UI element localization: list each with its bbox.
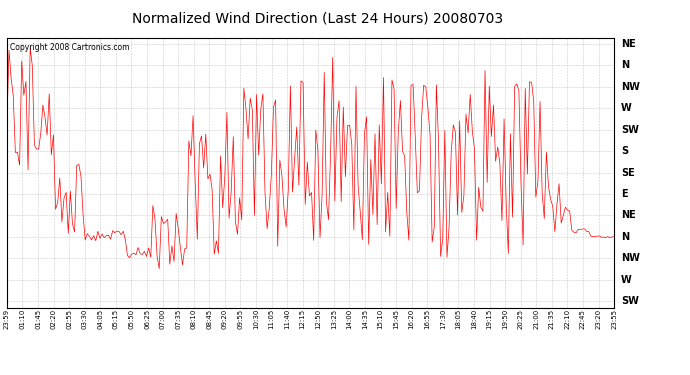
Text: SE: SE: [621, 168, 635, 177]
Text: SW: SW: [621, 124, 639, 135]
Text: E: E: [621, 189, 628, 199]
Text: SW: SW: [621, 296, 639, 306]
Text: NE: NE: [621, 39, 635, 49]
Text: N: N: [621, 60, 629, 70]
Text: NW: NW: [621, 253, 640, 263]
Text: NE: NE: [621, 210, 635, 220]
Text: N: N: [621, 232, 629, 242]
Text: NW: NW: [621, 82, 640, 92]
Text: Normalized Wind Direction (Last 24 Hours) 20080703: Normalized Wind Direction (Last 24 Hours…: [132, 11, 503, 25]
Text: W: W: [621, 274, 632, 285]
Text: S: S: [621, 146, 628, 156]
Text: Copyright 2008 Cartronics.com: Copyright 2008 Cartronics.com: [10, 43, 130, 52]
Text: W: W: [621, 103, 632, 113]
